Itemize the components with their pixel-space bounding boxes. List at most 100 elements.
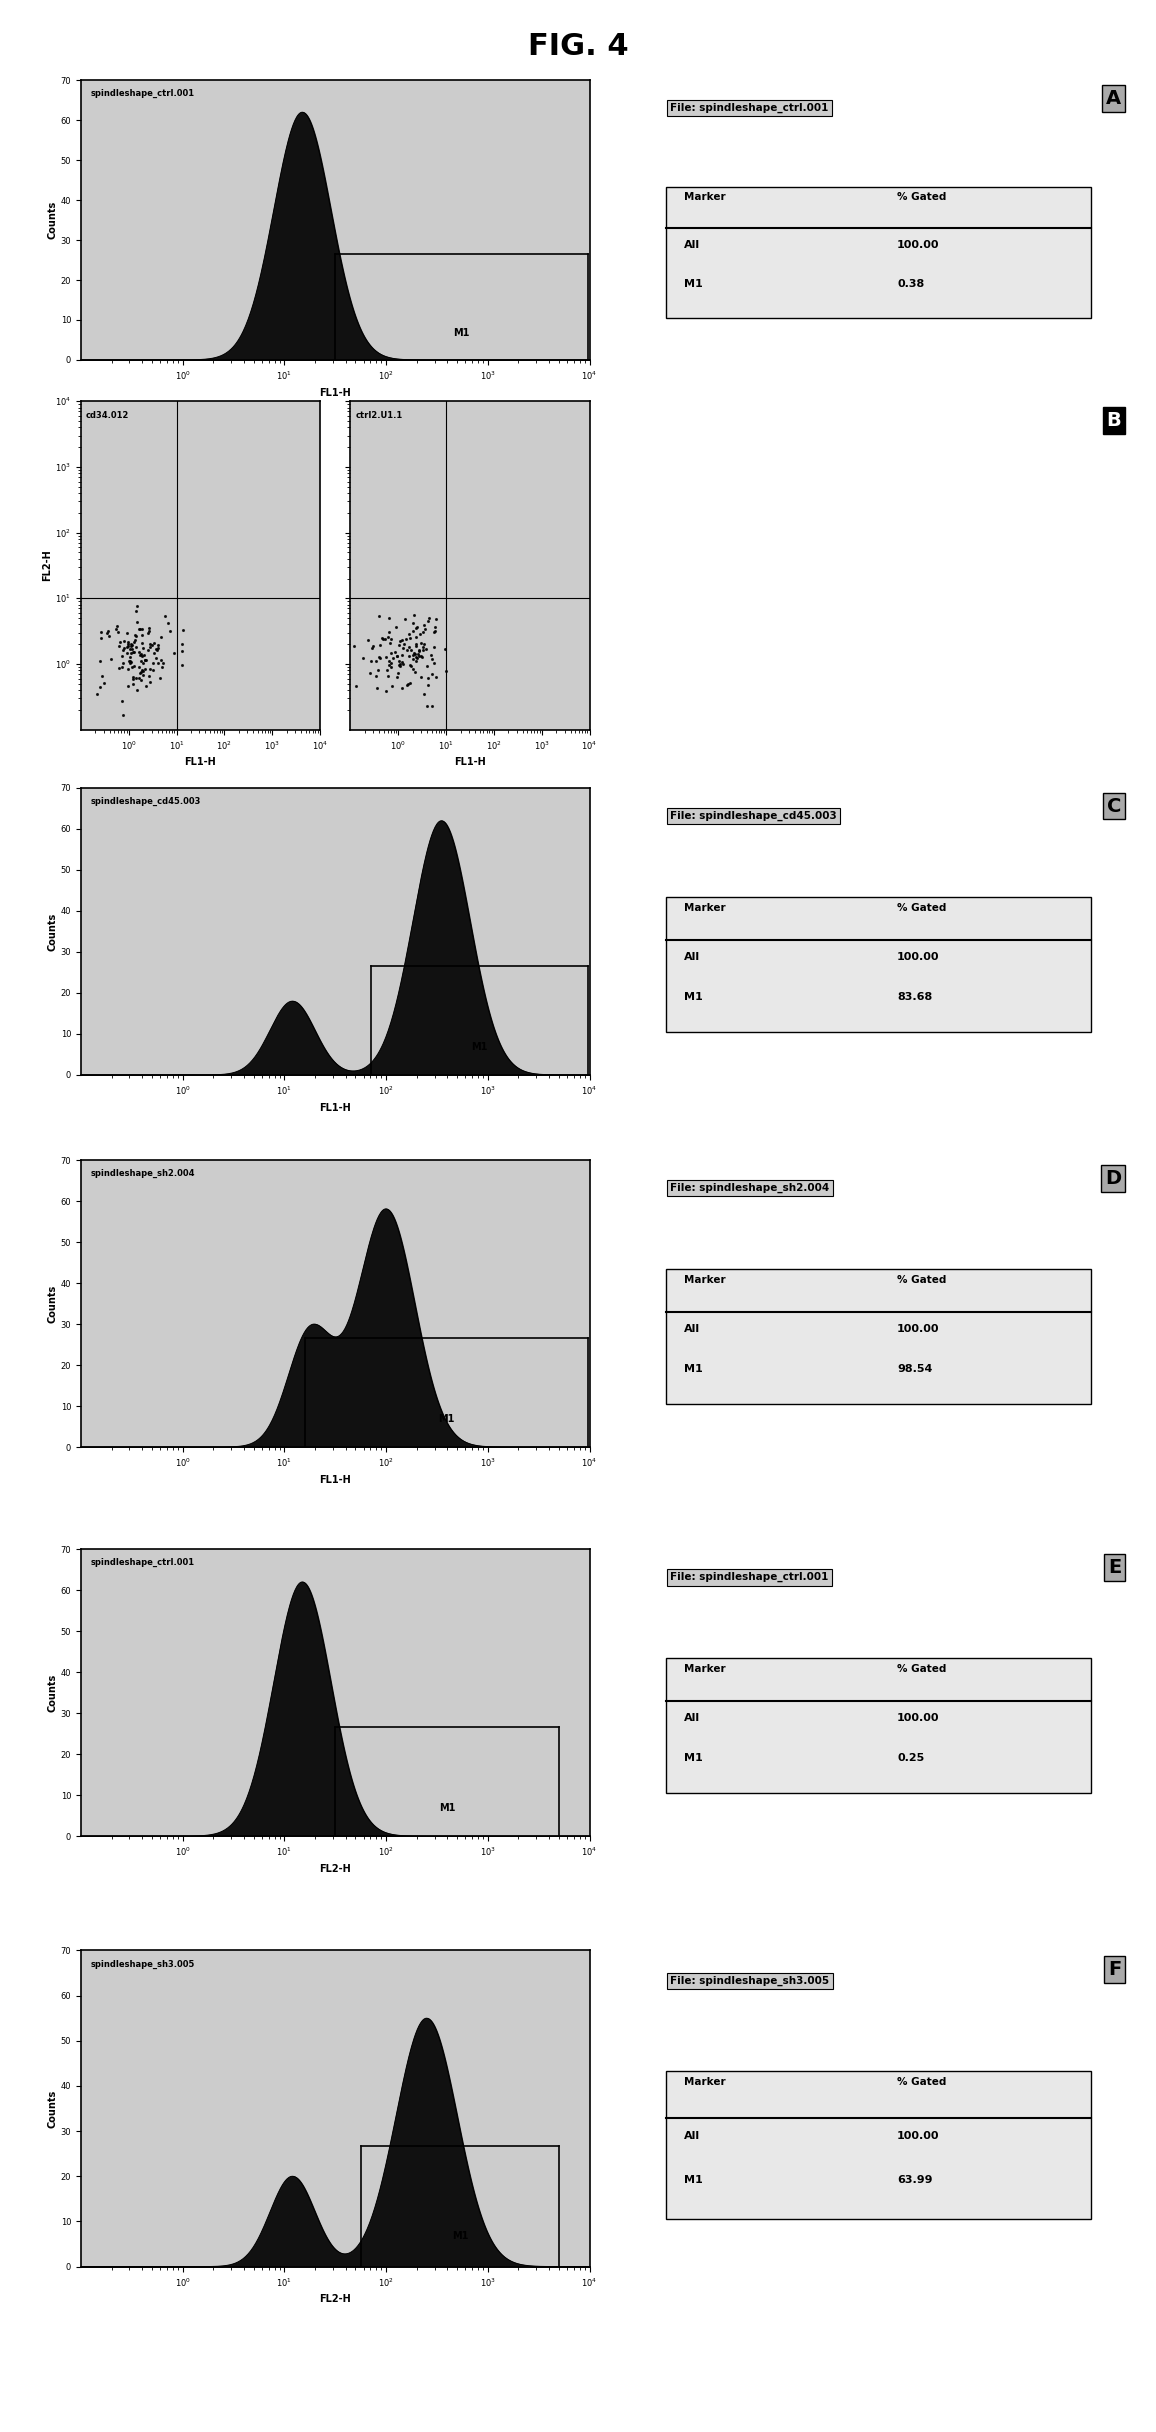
Point (388, 657, 407, 696)
Point (363, 630, 381, 669)
Text: M1: M1 (684, 1753, 703, 1763)
Point (380, 613, 399, 652)
Text: Marker: Marker (684, 192, 726, 202)
Point (417, 630, 436, 669)
Text: M1: M1 (684, 280, 703, 289)
Point (403, 610, 422, 649)
Point (387, 637, 406, 676)
Point (127, 615, 146, 654)
Point (408, 637, 427, 676)
Point (127, 671, 146, 710)
Point (390, 625, 408, 664)
Text: 100.00: 100.00 (897, 1712, 940, 1722)
Point (143, 625, 162, 664)
Point (393, 669, 412, 708)
Point (110, 649, 128, 688)
Bar (666, 187, 1091, 319)
Point (125, 632, 143, 671)
Point (136, 640, 155, 679)
Point (347, 666, 365, 705)
Point (391, 644, 409, 683)
Point (420, 598, 438, 637)
Point (379, 647, 398, 686)
Point (358, 620, 377, 659)
Point (129, 647, 148, 686)
Text: All: All (684, 1712, 701, 1722)
Text: spindleshape_ctrl.001: spindleshape_ctrl.001 (91, 88, 195, 97)
Text: 83.68: 83.68 (897, 992, 932, 1002)
Text: All: All (684, 1323, 701, 1333)
Point (143, 642, 162, 681)
Point (119, 623, 138, 662)
Text: Marker: Marker (684, 1663, 726, 1673)
Point (409, 637, 428, 676)
Point (415, 674, 434, 713)
Point (377, 637, 395, 676)
Y-axis label: FL2-H: FL2-H (43, 550, 52, 581)
X-axis label: FL1-H: FL1-H (319, 1102, 351, 1111)
Point (97, 613, 116, 652)
Point (405, 596, 423, 635)
Point (380, 623, 399, 662)
Point (121, 637, 140, 676)
Point (415, 606, 434, 644)
Point (131, 654, 149, 693)
Point (154, 644, 172, 683)
Point (412, 637, 430, 676)
Point (402, 630, 421, 669)
Point (405, 635, 423, 674)
Point (136, 640, 155, 679)
Point (124, 659, 142, 698)
Point (400, 664, 418, 703)
Point (160, 603, 178, 642)
Point (124, 632, 142, 671)
Point (414, 613, 432, 652)
Point (90, 669, 109, 708)
X-axis label: FL1-H: FL1-H (319, 387, 351, 396)
Point (379, 657, 398, 696)
Text: File: spindleshape_cd45.003: File: spindleshape_cd45.003 (670, 810, 837, 822)
Point (133, 637, 151, 676)
Point (128, 603, 147, 642)
Point (414, 627, 432, 666)
Point (151, 618, 170, 657)
Point (133, 615, 151, 654)
Point (370, 625, 388, 664)
Y-axis label: Counts: Counts (47, 2089, 58, 2128)
Point (417, 686, 436, 725)
Point (393, 635, 412, 674)
Point (414, 630, 432, 669)
X-axis label: FL1-H: FL1-H (454, 756, 486, 766)
Point (378, 649, 397, 688)
Point (140, 657, 158, 696)
Point (127, 627, 146, 666)
Text: 98.54: 98.54 (897, 1364, 933, 1374)
Text: 100.00: 100.00 (897, 1323, 940, 1333)
Point (123, 630, 141, 669)
Point (405, 603, 423, 642)
Point (400, 618, 418, 657)
Point (403, 635, 422, 674)
Point (423, 686, 442, 725)
Point (148, 644, 166, 683)
Point (425, 627, 444, 666)
Point (125, 647, 143, 686)
Y-axis label: Counts: Counts (47, 912, 58, 951)
Point (114, 696, 133, 734)
Point (114, 620, 133, 659)
Point (119, 625, 138, 664)
Point (108, 608, 126, 647)
Point (388, 654, 407, 693)
Point (387, 637, 406, 676)
Point (134, 630, 153, 669)
Point (118, 627, 136, 666)
Point (99, 610, 118, 649)
Point (370, 637, 388, 676)
Point (422, 654, 440, 693)
Point (373, 620, 392, 659)
Point (407, 642, 425, 681)
Point (393, 642, 412, 681)
Point (141, 625, 160, 664)
Point (403, 640, 422, 679)
Text: 63.99: 63.99 (897, 2174, 933, 2184)
